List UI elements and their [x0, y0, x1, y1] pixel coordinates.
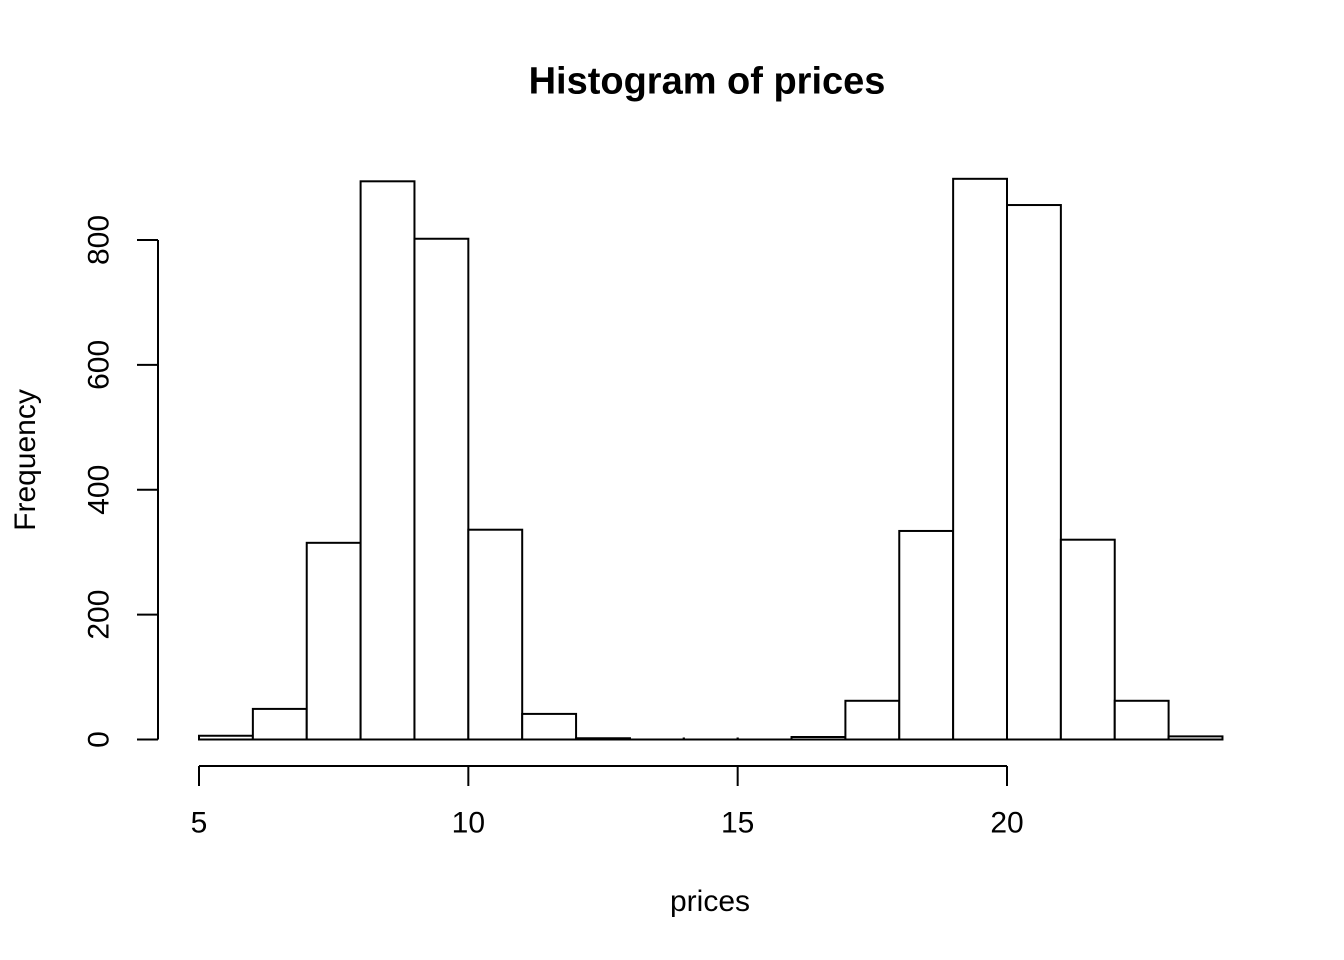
histogram-bar: [198, 734, 254, 741]
x-axis-tick-label: 20: [990, 807, 1023, 840]
histogram-bar: [359, 180, 416, 741]
histogram-bar: [1167, 735, 1224, 741]
chart-title: Histogram of prices: [528, 60, 886, 103]
y-axis-tick-label: 800: [83, 215, 116, 265]
histogram-bar: [844, 699, 901, 741]
histogram-bar: [413, 237, 470, 741]
x-axis-tick-label: 15: [721, 807, 754, 840]
x-axis-tick-label: 5: [191, 807, 208, 840]
histogram-bar: [1059, 538, 1116, 741]
histogram-bar: [1113, 699, 1170, 741]
histogram-bar: [305, 541, 362, 741]
y-axis-tick-label: 0: [83, 731, 116, 748]
histogram-bar: [251, 707, 308, 741]
y-axis-title: Frequency: [9, 389, 42, 531]
histogram-bar: [898, 529, 955, 741]
histogram-bar: [521, 712, 578, 741]
histogram-bar: [1006, 204, 1062, 741]
y-axis-tick-label: 200: [83, 590, 116, 640]
y-axis-tick-label: 400: [83, 465, 116, 515]
x-axis-tick-label: 10: [452, 807, 485, 840]
histogram-bar: [467, 528, 524, 741]
histogram-bar: [952, 177, 1009, 741]
x-axis-title: prices: [669, 885, 751, 918]
histogram-bar: [790, 736, 847, 741]
y-axis-tick-label: 600: [83, 340, 116, 390]
histogram-bar: [575, 737, 631, 741]
